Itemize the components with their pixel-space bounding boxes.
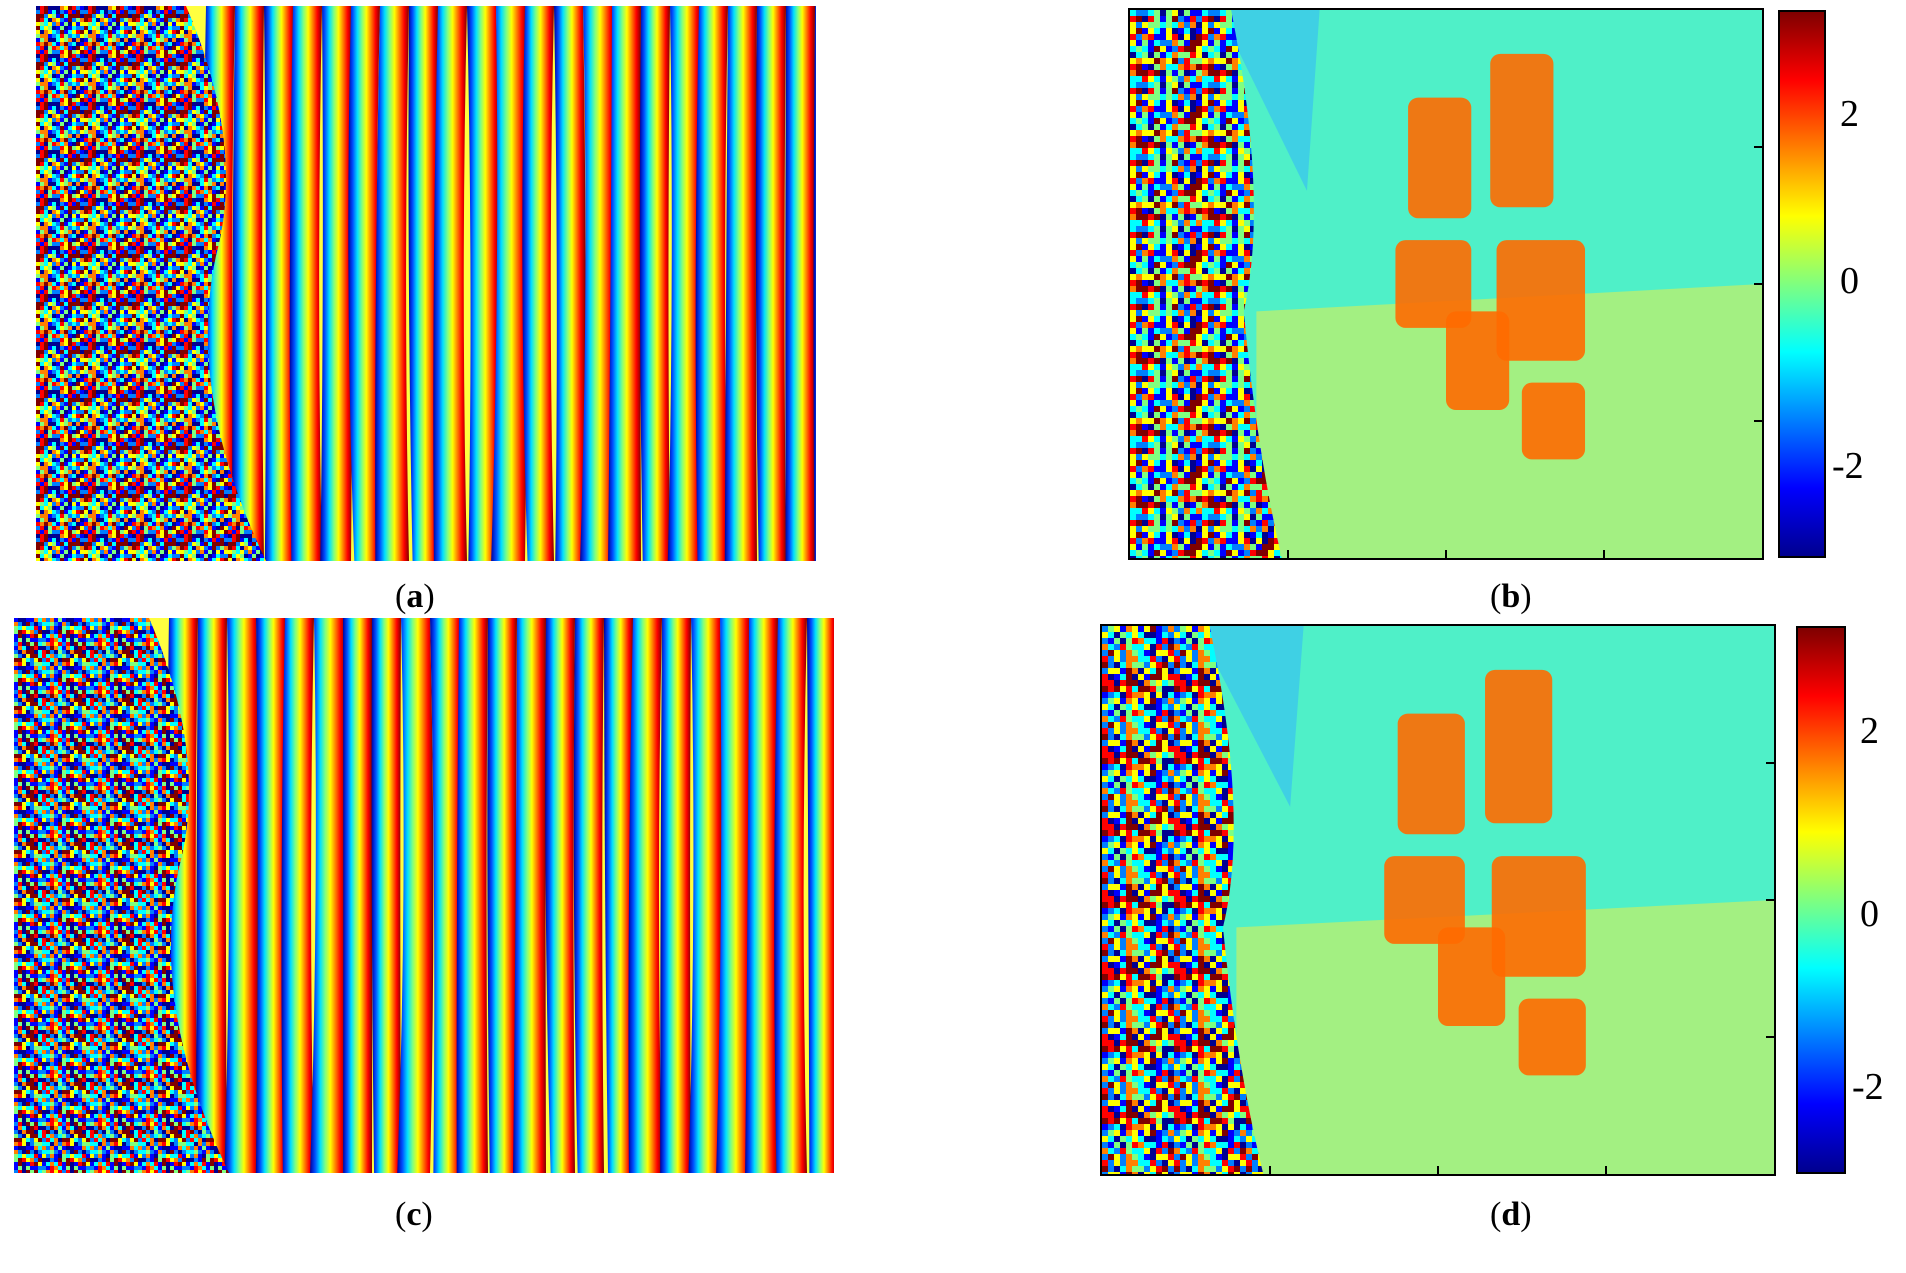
panel-c-image — [14, 618, 834, 1173]
panel-d-image — [1102, 626, 1774, 1174]
panel-c-label: (c) — [395, 1196, 433, 1233]
panel-d-colorbar — [1796, 626, 1846, 1174]
panel-a-image — [36, 6, 816, 561]
colorbar-b-tick-neg2: -2 — [1832, 445, 1864, 487]
colorbar-b-tick-2: 2 — [1840, 93, 1859, 135]
colorbar-d-tick-neg2: -2 — [1852, 1066, 1884, 1108]
panel-d-label: (d) — [1490, 1196, 1532, 1233]
colorbar-d-tick-0: 0 — [1860, 893, 1879, 935]
colorbar-d-tick-2: 2 — [1860, 710, 1879, 752]
panel-a-label: (a) — [395, 578, 435, 615]
panel-b-colorbar — [1778, 10, 1826, 558]
panel-b-label: (b) — [1490, 578, 1532, 615]
colorbar-b-tick-0: 0 — [1840, 260, 1859, 302]
panel-b-image — [1130, 10, 1762, 558]
